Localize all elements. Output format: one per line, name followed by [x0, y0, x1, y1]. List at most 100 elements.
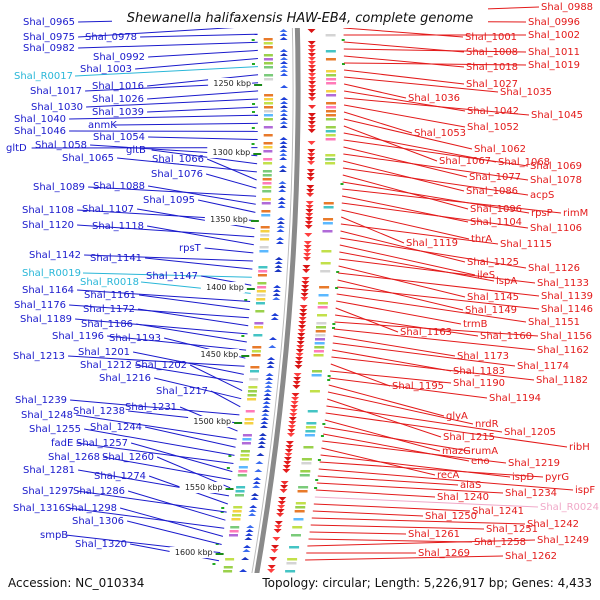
cog-block: [314, 346, 325, 349]
leader-line: [338, 258, 536, 284]
cog-block: [256, 294, 266, 297]
gene-label-left: Shal_1216: [99, 373, 151, 384]
leader-line: [107, 335, 247, 351]
leader-line: [86, 98, 259, 108]
gene-label-right: Shal_1002: [528, 30, 580, 41]
plus-strand-feature: [289, 409, 298, 413]
minus-strand-feature: [255, 461, 264, 464]
leader-line: [323, 426, 470, 452]
plus-strand-feature: [287, 429, 296, 433]
minus-strand-feature: [246, 525, 255, 528]
gene-label-left: Shal_0965: [23, 17, 75, 28]
cog-block: [261, 202, 271, 205]
plus-strand-feature: [307, 57, 316, 61]
gene-label-right: Shal_1182: [536, 375, 588, 386]
leader-line: [338, 265, 466, 298]
leader-line: [138, 308, 249, 327]
cog-block: [301, 458, 312, 461]
plus-strand-feature: [285, 445, 294, 449]
gene-label-right: Shal_1174: [517, 361, 569, 372]
minus-strand-feature: [261, 409, 270, 412]
plus-strand-feature: [280, 481, 289, 485]
minus-strand-feature: [279, 53, 288, 56]
gene-label-left: Shal_1172: [83, 304, 135, 315]
cog-block: [263, 46, 273, 49]
cog-block: [245, 410, 255, 413]
minus-strand-feature: [279, 33, 288, 36]
leader-line: [343, 111, 413, 134]
cog-block: [263, 114, 273, 117]
plus-strand-feature: [308, 105, 317, 109]
gc-marker: [244, 299, 248, 301]
gene-label-right: Shal_1062: [474, 144, 526, 155]
leader-line: [329, 377, 488, 399]
cog-block: [230, 526, 240, 529]
gene-label-left: Shal_1089: [33, 182, 85, 193]
leader-line: [337, 279, 464, 311]
leader-line: [325, 412, 568, 448]
cog-block: [247, 390, 257, 393]
leader-line: [341, 202, 529, 229]
minus-strand-feature: [263, 397, 272, 400]
leader-line: [206, 158, 257, 181]
leader-line: [342, 167, 529, 196]
gene-label-left: Shal_1016: [92, 81, 144, 92]
gene-label-left: Shal_1212: [80, 360, 132, 371]
leader-line: [316, 482, 504, 494]
leader-line: [68, 355, 245, 367]
gene-label-right: Shal_1240: [437, 492, 489, 503]
cog-block: [263, 158, 273, 161]
minus-strand-feature: [272, 293, 281, 296]
cog-block: [311, 374, 322, 377]
minus-strand-feature: [257, 441, 266, 444]
gene-label-left: Shal_1281: [23, 465, 75, 476]
leader-line: [84, 254, 253, 262]
minus-strand-feature: [242, 549, 251, 552]
cog-block: [295, 502, 306, 505]
cog-block: [232, 514, 242, 517]
gc-marker: [221, 507, 225, 509]
leader-line: [76, 442, 234, 464]
gene-label-right: Shal_1269: [418, 548, 470, 559]
kbp-label: 1300 kbp: [213, 148, 251, 157]
kbp-label-backdrop: [208, 78, 253, 89]
cog-block: [223, 566, 233, 569]
plus-strand-feature: [295, 353, 304, 357]
plus-strand-feature: [301, 281, 310, 285]
leader-line: [148, 49, 258, 58]
cog-block: [264, 102, 274, 105]
plus-strand-feature: [269, 557, 278, 561]
plus-strand-feature: [270, 549, 279, 553]
cog-block: [289, 546, 300, 549]
plus-strand-feature: [291, 393, 300, 397]
leader-line: [343, 118, 473, 150]
minus-strand-feature: [271, 313, 280, 316]
cog-block: [263, 162, 273, 165]
gene-label-left: Shal_1108: [22, 205, 74, 216]
gene-label-left: Shal_1193: [109, 333, 161, 344]
gene-label-right: rumA: [471, 446, 498, 457]
cog-block: [257, 274, 267, 277]
gene-label-left: Shal_1161: [84, 290, 136, 301]
cog-block: [262, 186, 272, 189]
gene-label-left: fadE: [51, 438, 73, 449]
leader-line: [341, 195, 469, 223]
leader-line: [327, 398, 442, 438]
gene-label-right: alaS: [460, 480, 481, 491]
kbp-label: 1500 kbp: [193, 417, 231, 426]
gene-label-right: ispD: [512, 472, 534, 483]
cog-block: [264, 98, 274, 101]
cog-block: [232, 510, 242, 513]
plus-strand-feature: [292, 385, 301, 389]
plus-strand-feature: [295, 349, 304, 353]
plus-strand-feature: [304, 225, 313, 229]
leader-line: [76, 414, 237, 440]
gene-label-right: Shal_1205: [504, 427, 556, 438]
plus-strand-feature: [303, 245, 312, 249]
gene-label-left: Shal_1213: [13, 351, 65, 362]
gene-label-right: Shal_1027: [466, 79, 518, 90]
gene-label-right: eno: [471, 456, 490, 467]
cog-block: [256, 298, 266, 301]
gene-label-left: Shal_1141: [90, 253, 142, 264]
